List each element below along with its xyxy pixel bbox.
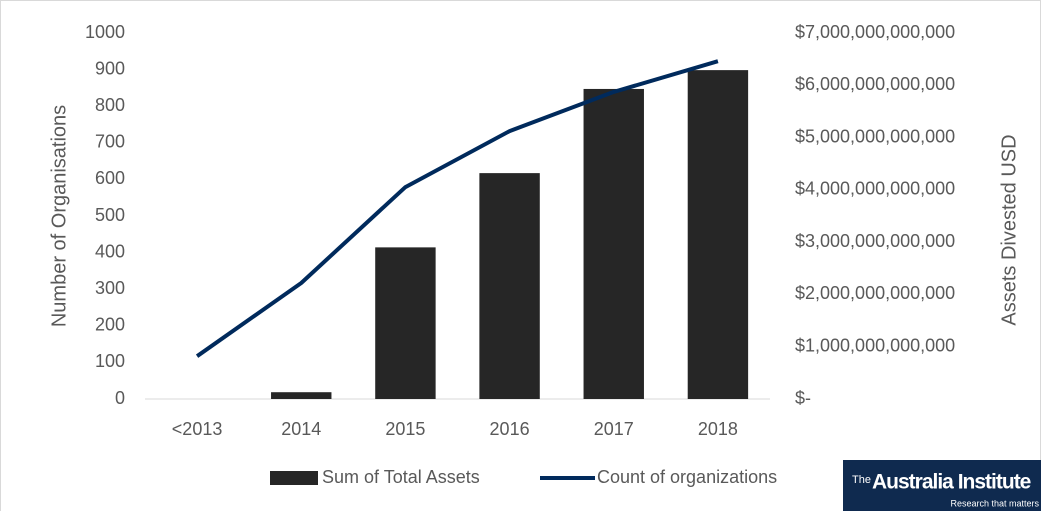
y-tick-label: 100 bbox=[95, 351, 125, 371]
bar bbox=[687, 70, 749, 399]
logo-tagline: Research that matters bbox=[950, 498, 1039, 508]
y-tick-label: 400 bbox=[95, 241, 125, 261]
y2-tick-label: $4,000,000,000,000 bbox=[795, 179, 955, 199]
bar bbox=[583, 88, 644, 400]
x-tick-label: 2015 bbox=[385, 419, 425, 439]
y2-tick-label: $5,000,000,000,000 bbox=[795, 126, 955, 146]
y-tick-label: 200 bbox=[95, 315, 125, 335]
y2-tick-label: $3,000,000,000,000 bbox=[795, 231, 955, 251]
y-tick-label: 1000 bbox=[85, 22, 125, 42]
x-tick-label: <2013 bbox=[172, 419, 223, 439]
y2-tick-label: $2,000,000,000,000 bbox=[795, 283, 955, 303]
legend-label: Count of organizations bbox=[597, 467, 777, 487]
x-tick-label: 2014 bbox=[281, 419, 321, 439]
y-tick-label: 700 bbox=[95, 132, 125, 152]
bar bbox=[375, 247, 436, 399]
logo-box bbox=[843, 460, 1041, 511]
legend-swatch bbox=[270, 471, 318, 485]
x-tick-label: 2018 bbox=[698, 419, 738, 439]
y-tick-label: 0 bbox=[115, 388, 125, 408]
y2-tick-label: $7,000,000,000,000 bbox=[795, 22, 955, 42]
y2-tick-label: $- bbox=[795, 388, 811, 408]
line bbox=[195, 59, 719, 358]
y2-tick-label: $1,000,000,000,000 bbox=[795, 335, 955, 355]
logo-name: Australia Institute bbox=[872, 471, 1031, 494]
y-tick-label: 500 bbox=[95, 205, 125, 225]
x-tick-label: 2016 bbox=[490, 419, 530, 439]
y-tick-label: 900 bbox=[95, 58, 125, 78]
y-tick-label: 800 bbox=[95, 95, 125, 115]
x-tick-label: 2017 bbox=[594, 419, 634, 439]
bar bbox=[271, 392, 332, 399]
y-axis-title: Number of Organisations bbox=[48, 105, 70, 327]
legend-label: Sum of Total Assets bbox=[322, 467, 480, 487]
logo-prefix: The bbox=[852, 474, 871, 486]
y2-tick-label: $6,000,000,000,000 bbox=[795, 74, 955, 94]
bar bbox=[479, 173, 540, 399]
y-tick-label: 300 bbox=[95, 278, 125, 298]
y2-axis-title: Assets Divested USD bbox=[998, 134, 1020, 325]
y-tick-label: 600 bbox=[95, 168, 125, 188]
